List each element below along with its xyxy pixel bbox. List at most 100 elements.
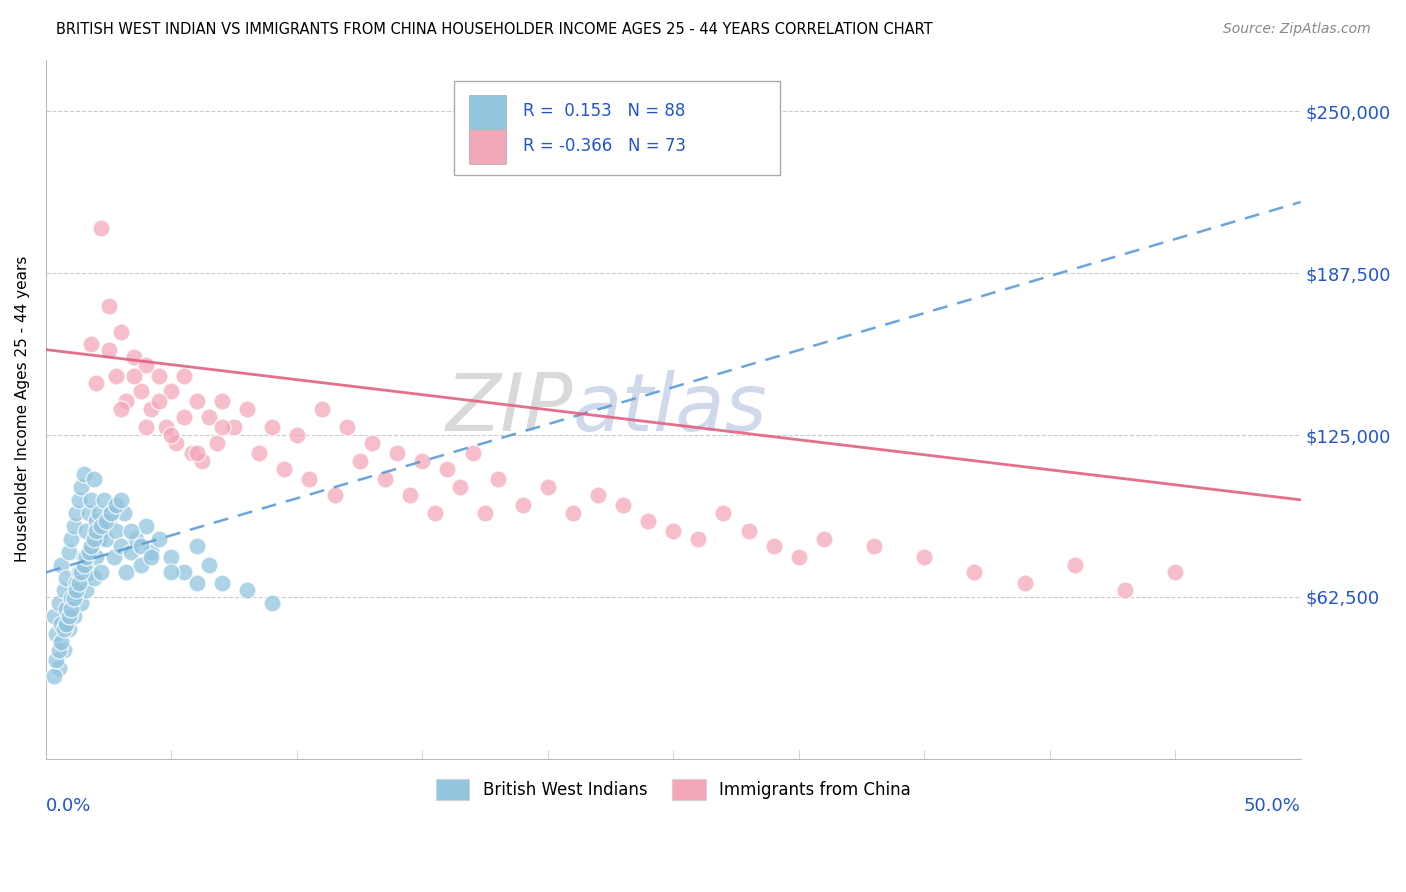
Point — [105, 524, 128, 538]
Point — [77, 566, 100, 580]
Point — [160, 428, 183, 442]
Point — [87, 506, 110, 520]
Point — [67, 575, 90, 590]
Point — [75, 583, 97, 598]
Point — [97, 299, 120, 313]
Point — [387, 446, 409, 460]
Point — [131, 540, 153, 554]
Point — [449, 480, 471, 494]
Point — [180, 446, 202, 460]
Point — [260, 596, 283, 610]
Point — [83, 472, 105, 486]
Point — [586, 488, 609, 502]
Point — [93, 492, 115, 507]
Point — [247, 446, 270, 460]
Point — [166, 435, 188, 450]
Point — [83, 570, 105, 584]
Point — [52, 583, 75, 598]
Point — [62, 518, 84, 533]
Point — [148, 532, 170, 546]
Point — [97, 514, 120, 528]
Point — [173, 409, 195, 424]
Point — [105, 368, 128, 383]
Point — [70, 480, 93, 494]
Point — [84, 376, 107, 391]
Point — [131, 384, 153, 398]
Point — [336, 420, 359, 434]
Point — [135, 518, 157, 533]
Text: BRITISH WEST INDIAN VS IMMIGRANTS FROM CHINA HOUSEHOLDER INCOME AGES 25 - 44 YEA: BRITISH WEST INDIAN VS IMMIGRANTS FROM C… — [56, 22, 932, 37]
Point — [110, 325, 132, 339]
Point — [963, 566, 986, 580]
Point — [537, 480, 560, 494]
Point — [90, 518, 112, 533]
Point — [285, 428, 308, 442]
Point — [211, 420, 233, 434]
Point — [662, 524, 685, 538]
Point — [96, 532, 118, 546]
Point — [190, 454, 212, 468]
FancyBboxPatch shape — [468, 130, 506, 164]
Point — [87, 532, 110, 546]
Point — [80, 540, 103, 554]
Point — [58, 544, 80, 558]
Point — [105, 498, 128, 512]
Point — [211, 394, 233, 409]
Point — [84, 514, 107, 528]
Point — [115, 566, 138, 580]
Point — [374, 472, 396, 486]
Point — [224, 420, 246, 434]
Point — [125, 532, 148, 546]
Text: Source: ZipAtlas.com: Source: ZipAtlas.com — [1223, 22, 1371, 37]
Point — [110, 492, 132, 507]
Point — [77, 544, 100, 558]
Point — [58, 622, 80, 636]
Point — [173, 566, 195, 580]
Point — [75, 524, 97, 538]
Point — [48, 643, 70, 657]
Point — [80, 540, 103, 554]
Legend: British West Indians, Immigrants from China: British West Indians, Immigrants from Ch… — [429, 772, 917, 806]
Point — [62, 591, 84, 606]
Point — [141, 549, 163, 564]
Point — [186, 575, 208, 590]
Point — [737, 524, 759, 538]
Point — [512, 498, 534, 512]
Point — [84, 524, 107, 538]
Point — [72, 467, 94, 481]
Point — [411, 454, 433, 468]
Point — [235, 402, 257, 417]
Point — [65, 583, 87, 598]
Point — [135, 358, 157, 372]
Point — [173, 368, 195, 383]
Point — [148, 368, 170, 383]
Text: ZIP: ZIP — [446, 370, 572, 448]
Point — [110, 402, 132, 417]
Point — [160, 566, 183, 580]
Point — [160, 384, 183, 398]
Point — [1164, 566, 1187, 580]
Point — [198, 558, 221, 572]
Point — [398, 488, 420, 502]
Point — [49, 617, 72, 632]
Point — [436, 462, 458, 476]
Point — [688, 532, 710, 546]
Point — [60, 591, 83, 606]
Point — [186, 540, 208, 554]
Point — [1114, 583, 1136, 598]
Point — [155, 420, 177, 434]
Point — [787, 549, 810, 564]
Point — [48, 661, 70, 675]
Point — [42, 669, 65, 683]
Point — [90, 221, 112, 235]
Point — [637, 514, 659, 528]
Point — [122, 351, 145, 365]
Point — [205, 435, 228, 450]
Point — [298, 472, 321, 486]
Point — [486, 472, 509, 486]
Point — [60, 601, 83, 615]
Point — [713, 506, 735, 520]
Text: R = -0.366   N = 73: R = -0.366 N = 73 — [523, 136, 686, 154]
Point — [912, 549, 935, 564]
Point — [49, 558, 72, 572]
